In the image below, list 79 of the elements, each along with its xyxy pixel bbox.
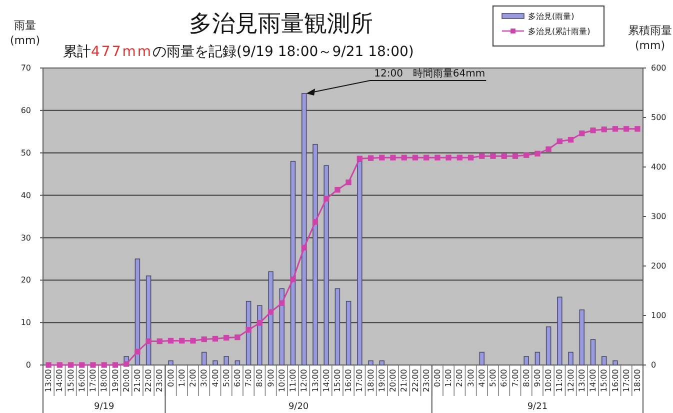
x-tick-label: 21:00 [133, 369, 142, 392]
x-tick-label: 21:00 [400, 369, 409, 392]
annotation: 12:00 時間雨量64mm [374, 67, 486, 80]
y2-tick-label: 300 [651, 212, 666, 222]
x-tick-label: 3:00 [200, 369, 209, 387]
x-tick-label: 11:00 [288, 369, 298, 392]
y-tick-label: 0 [26, 360, 31, 370]
x-tick-label: 14:00 [322, 369, 331, 392]
legend-label: 多治見(累計雨量) [528, 26, 590, 36]
x-tick-label: 4:00 [210, 369, 220, 387]
x-tick-label: 0:00 [433, 369, 442, 387]
x-tick-label: 15:00 [333, 369, 342, 392]
x-tick-label: 18:00 [366, 369, 376, 392]
x-tick-label: 20:00 [122, 369, 131, 392]
y-tick-label: 50 [20, 148, 31, 158]
y2-tick-label: 0 [651, 360, 656, 370]
x-tick-label: 14:00 [55, 369, 64, 392]
x-tick-label: 11:00 [555, 369, 564, 392]
x-tick-label: 15:00 [600, 369, 609, 392]
x-tick-label: 12:00 [566, 369, 576, 392]
x-tick-label: 23:00 [422, 369, 431, 392]
x-tick-label: 9:00 [533, 369, 542, 387]
text: 9/20 [288, 402, 309, 412]
y-tick-label: 40 [20, 190, 31, 200]
x-tick-label: 8:00 [522, 369, 531, 387]
x-tick-label: 2:00 [455, 369, 464, 387]
y2-tick-label: 600 [651, 64, 666, 73]
x-tick-label: 19:00 [377, 369, 386, 392]
x-tick-label: 7:00 [510, 369, 520, 387]
x-tick-label: 22:00 [144, 369, 154, 392]
x-tick-label: 18:00 [633, 369, 642, 392]
x-tick-label: 17:00 [355, 369, 364, 392]
x-tick-label: 10:00 [277, 369, 286, 392]
x-tick-label: 12:00 [300, 369, 309, 392]
x-tick-label: 16:00 [77, 369, 86, 392]
x-tick-label: 18:00 [100, 369, 109, 392]
x-tick-label: 1:00 [444, 369, 454, 387]
x-tick-label: 17:00 [88, 369, 98, 392]
y2-tick-label: 400 [651, 162, 666, 172]
x-tick-label: 15:00 [66, 369, 76, 392]
y2-tick-label: 500 [651, 113, 666, 122]
text: 9/19 [94, 402, 114, 412]
x-tick-label: 19:00 [110, 369, 120, 392]
y2-tick-label: 100 [651, 311, 666, 320]
y2-tick-label: 200 [651, 262, 666, 271]
x-tick-label: 13:00 [577, 369, 586, 392]
chart-title: 多治見雨量観測所 [189, 11, 373, 37]
text: 9/21 [527, 402, 548, 412]
y-tick-label: 10 [20, 318, 31, 328]
x-tick-label: 23:00 [155, 369, 164, 392]
x-tick-label: 13:00 [310, 369, 320, 392]
x-tick-label: 4:00 [477, 369, 486, 387]
x-tick-label: 16:00 [610, 369, 620, 392]
x-tick-label: 2:00 [188, 369, 198, 387]
x-tick-label: 1:00 [177, 369, 186, 387]
x-tick-label: 16:00 [344, 369, 354, 392]
y-tick-label: 60 [20, 106, 31, 115]
y-axis-title: 雨量 (mm) [10, 19, 40, 47]
x-tick-label: 0:00 [166, 369, 176, 387]
x-tick-label: 22:00 [410, 369, 420, 392]
x-tick-label: 14:00 [588, 369, 598, 392]
x-tick-label: 17:00 [622, 369, 631, 392]
legend-label: 多治見(雨量) [528, 12, 574, 21]
x-tick-label: 5:00 [222, 369, 231, 387]
y-tick-label: 30 [20, 233, 31, 242]
x-tick-label: 13:00 [44, 369, 54, 392]
y2-axis-title: 累積雨量 (mm) [628, 24, 672, 52]
x-tick-label: 8:00 [255, 369, 264, 387]
x-tick-label: 10:00 [544, 369, 554, 392]
x-tick-label: 7:00 [244, 369, 254, 387]
x-tick-label: 6:00 [233, 369, 242, 387]
x-tick-label: 3:00 [466, 369, 476, 387]
x-tick-label: 9:00 [266, 369, 276, 387]
x-tick-label: 6:00 [500, 369, 509, 387]
x-tick-label: 20:00 [388, 369, 398, 392]
y-tick-label: 70 [20, 64, 31, 73]
chart-subtitle: 累計477mmの雨量を記録(9/19 18:00～9/21 18:00) [63, 44, 414, 60]
y-tick-label: 20 [20, 276, 31, 285]
x-tick-label: 5:00 [488, 369, 498, 387]
